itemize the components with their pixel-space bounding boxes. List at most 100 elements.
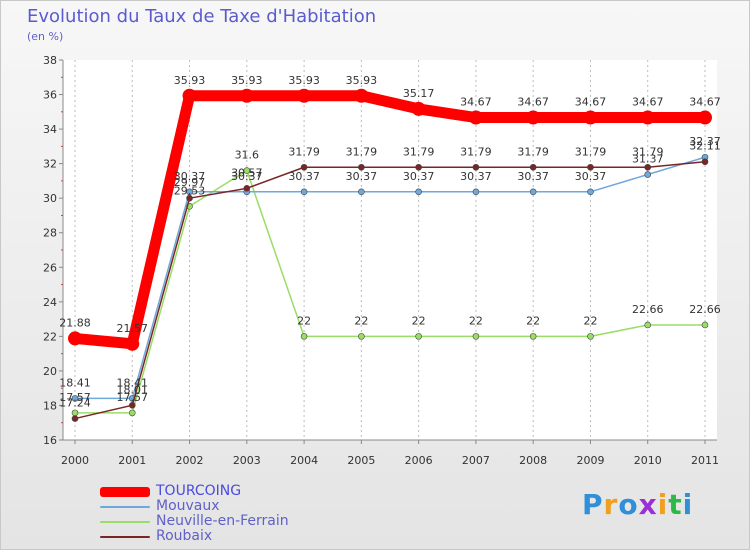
y-tick-label: 20 [43,365,57,378]
logo-letter: r [603,488,619,521]
data-point [698,110,712,125]
data-point [529,188,537,196]
data-point [358,163,365,171]
data-point [415,163,422,171]
x-tick-label: 2002 [176,454,204,467]
data-label: 34.67 [575,96,607,109]
data-point [583,110,598,125]
x-tick-label: 2004 [290,454,318,467]
data-label: 17.24 [59,397,91,410]
data-label: 34.67 [460,96,492,109]
data-point [587,163,594,171]
x-tick-label: 2005 [347,454,375,467]
data-label: 31.37 [632,153,664,166]
data-label: 30.37 [231,170,263,183]
data-label: 21.88 [59,316,91,329]
y-tick-label: 34 [43,123,57,136]
data-point [472,188,480,196]
data-point [300,163,308,171]
y-tick-label: 28 [43,227,57,240]
y-tick-label: 30 [43,192,57,205]
legend-swatch [100,520,150,523]
y-tick-label: 18 [43,399,57,412]
chart-subtitle: (en %) [27,30,64,43]
data-label: 17.57 [59,391,91,404]
data-point [128,409,136,417]
legend-label: Neuville-en-Ferrain [156,513,289,529]
data-point [529,163,537,171]
x-tick-label: 2008 [519,454,547,467]
x-tick-label: 2010 [634,454,662,467]
legend-swatch [100,535,150,538]
data-label: 18.41 [59,376,91,389]
data-point [128,401,136,409]
data-point [644,171,652,178]
data-label: 22 [526,314,540,327]
data-label: 22 [297,314,311,327]
data-point [701,158,709,166]
data-label: 22 [354,314,368,327]
data-label: 30.37 [288,170,320,183]
plot-area [63,60,717,440]
data-label: 30.37 [403,170,435,183]
data-point [701,321,709,329]
data-point [354,88,369,103]
data-point [644,321,652,329]
data-label: 22 [583,314,597,327]
data-label: 18.41 [117,376,149,389]
proxiti-logo: Proxiti [582,488,693,521]
data-label: 35.17 [403,87,435,100]
legend-item: Neuville-en-Ferrain [100,514,289,529]
logo-letter: o [618,488,639,521]
data-label: 34.67 [689,96,721,109]
data-point [297,88,312,103]
x-tick-label: 2007 [462,454,490,467]
data-point [529,333,537,340]
legend-label: TOURCOING [156,483,242,499]
data-label: 29.53 [174,184,206,197]
data-point [415,188,422,196]
data-label: 31.79 [575,145,607,158]
logo-letter: x [638,488,658,521]
data-point [243,185,251,192]
data-point [644,163,652,171]
data-label: 30.37 [517,170,549,183]
data-label: 30.37 [174,170,206,183]
series-line-neuville-en-ferrain [75,169,705,414]
data-label: 17.57 [117,391,149,404]
y-tick-label: 22 [43,330,57,343]
data-label: 31.79 [288,145,320,158]
data-point [358,188,365,196]
legend-item: Roubaix [100,529,289,544]
y-tick-label: 26 [43,261,57,274]
data-label: 21.57 [117,322,149,335]
data-label: 30.57 [231,166,263,179]
data-point [300,333,308,340]
y-tick-label: 24 [43,296,57,309]
legend-label: Mouvaux [156,498,220,514]
series-line-mouvaux [75,156,706,400]
y-tick-label: 38 [43,54,57,67]
logo-letter: P [582,488,604,521]
data-point [125,336,140,351]
data-label: 31.6 [235,149,260,162]
data-point [526,110,541,125]
data-point [468,110,483,125]
data-label: 29.97 [174,176,206,189]
data-point [640,110,655,125]
data-point [587,333,594,340]
data-label: 34.67 [632,96,664,109]
data-label: 31.79 [632,145,664,158]
data-point [472,333,480,340]
x-tick-label: 2003 [233,454,261,467]
data-label: 35.93 [174,74,206,87]
series-line-tourcoing [74,90,705,350]
legend-label: Roubaix [156,528,213,544]
data-point [300,188,308,196]
data-label: 22 [412,314,426,327]
data-point [68,331,82,346]
data-label: 35.93 [288,74,320,87]
data-point [243,167,251,174]
data-point [415,333,422,340]
